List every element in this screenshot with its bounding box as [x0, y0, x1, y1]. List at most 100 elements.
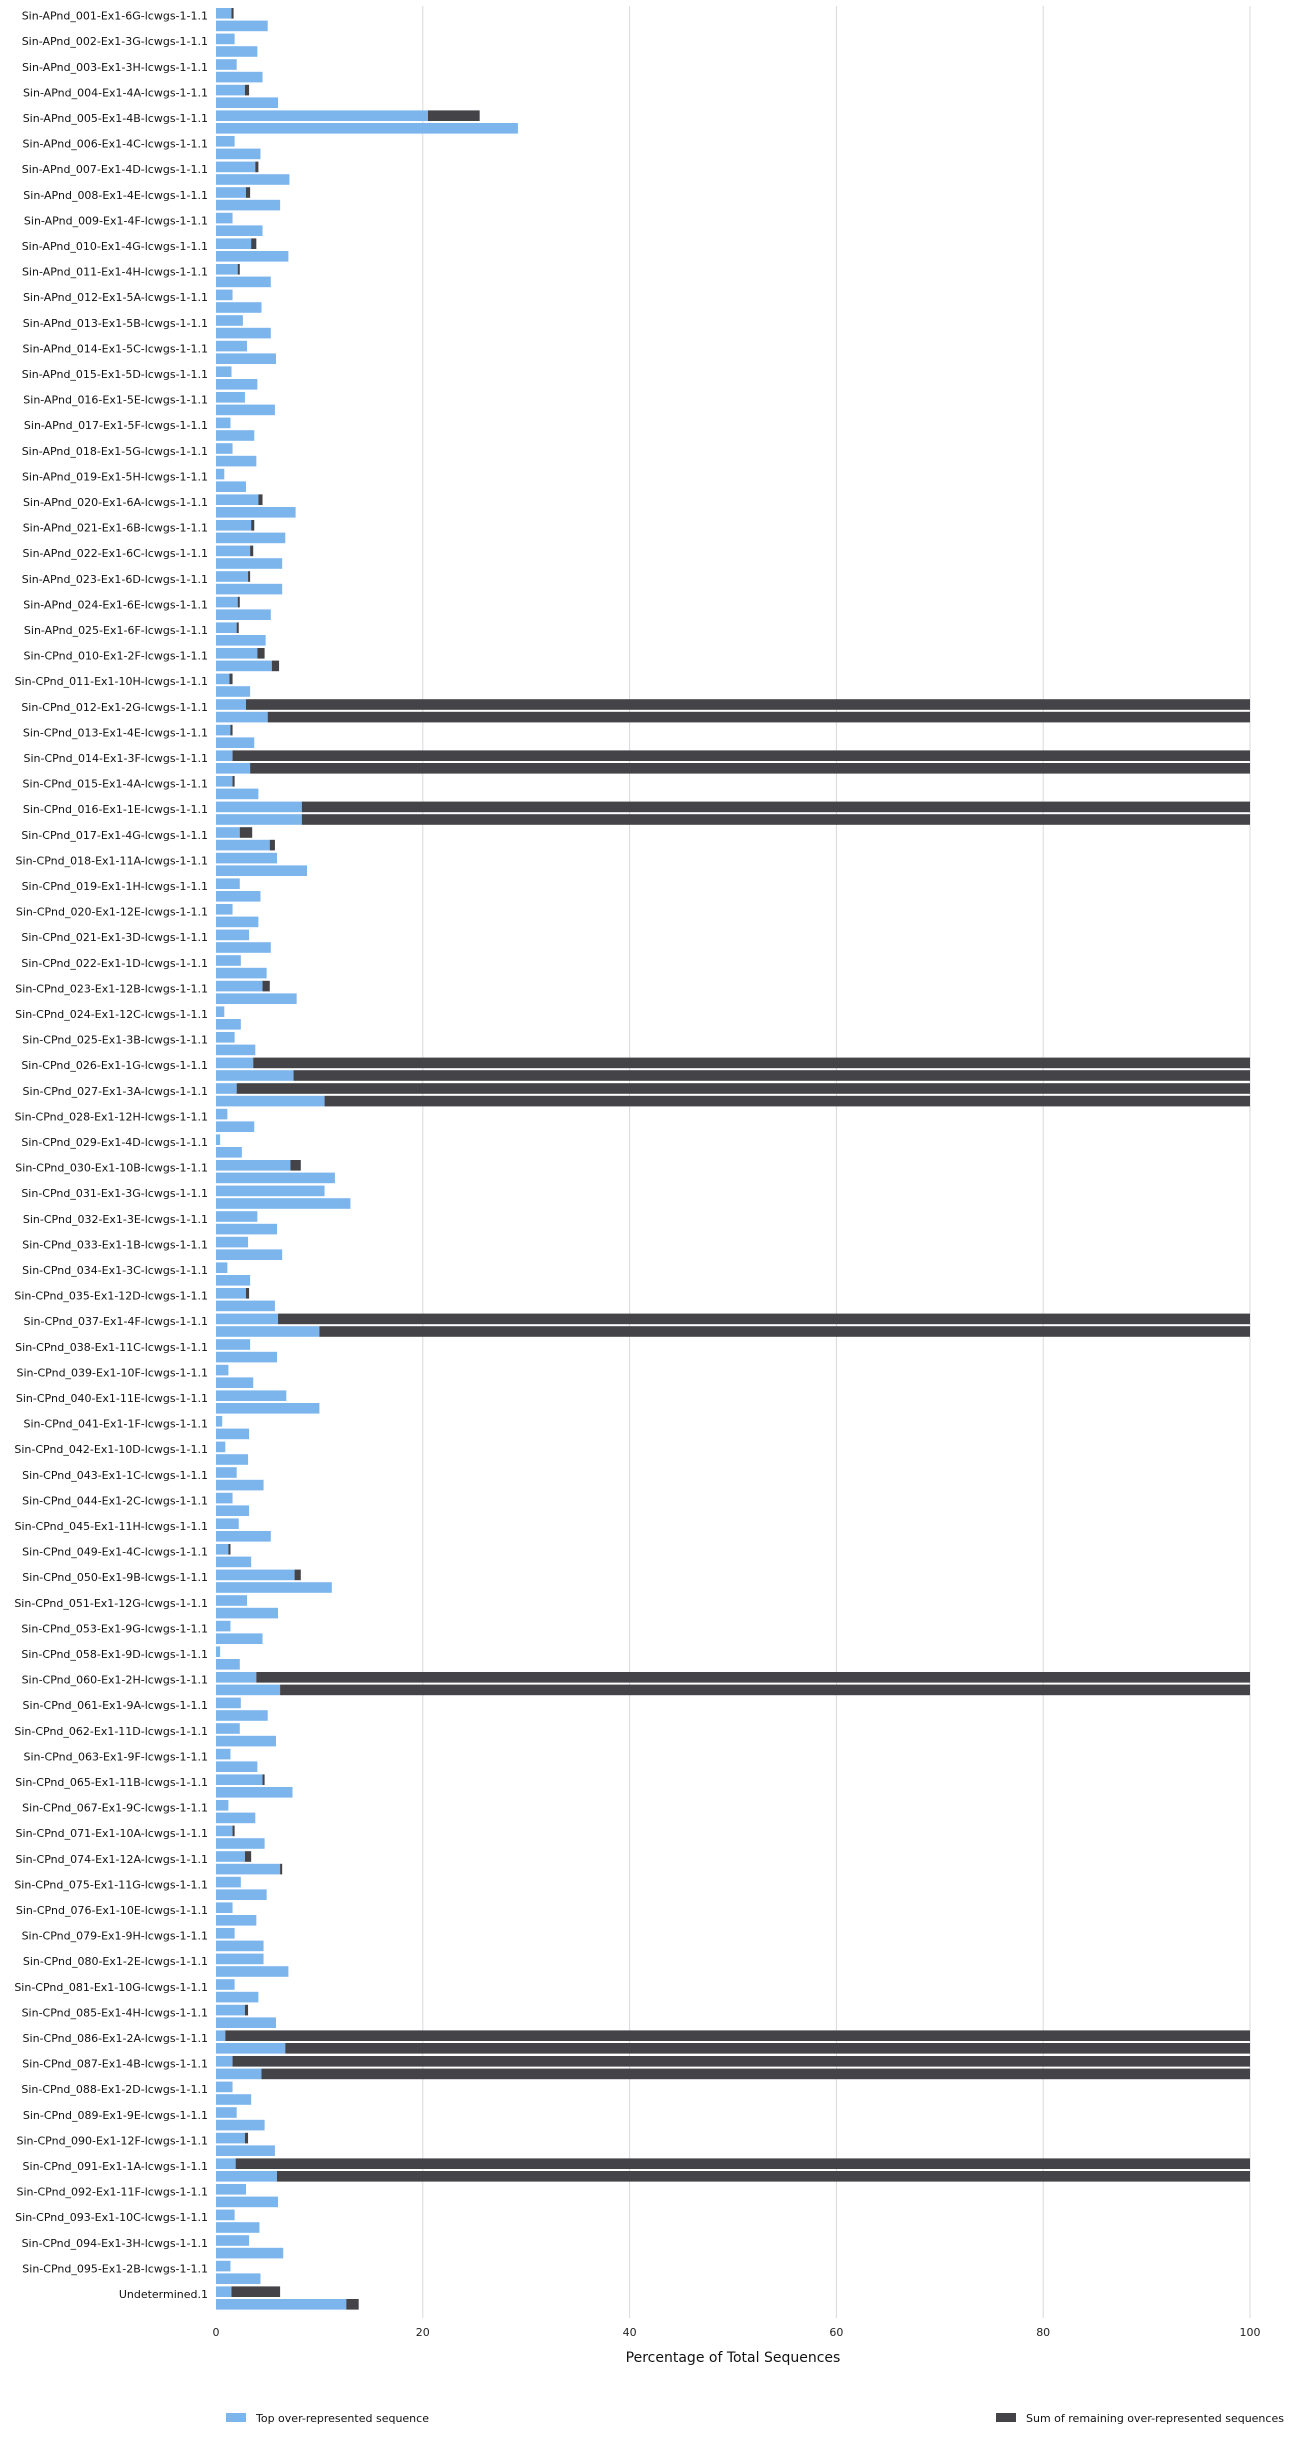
- bar-top-46-1: [216, 1198, 351, 1209]
- bar-remaining-32-0: [239, 827, 253, 838]
- bar-top-59-0: [216, 1518, 239, 1529]
- bar-top-88-0: [216, 2260, 231, 2272]
- bar-top-0-1: [216, 20, 268, 32]
- bar-top-77-1: [216, 1991, 259, 2003]
- category-label: Sin-CPnd_087-Ex1-4B-lcwgs-1-1.1: [22, 2058, 208, 2071]
- bar-top-34-0: [216, 878, 240, 889]
- bar-top-76-1: [216, 1966, 289, 1977]
- bar-top-69-1: [216, 1787, 293, 1798]
- bar-top-45-0: [216, 1160, 291, 1171]
- bar-top-18-1: [216, 481, 246, 492]
- bar-top-20-1: [216, 532, 286, 544]
- bar-top-82-1: [216, 2119, 265, 2131]
- category-label: Sin-CPnd_089-Ex1-9E-lcwgs-1-1.1: [23, 2109, 208, 2122]
- bar-top-10-0: [216, 264, 238, 275]
- category-label: Sin-CPnd_010-Ex1-2F-lcwgs-1-1.1: [24, 650, 209, 663]
- bar-top-54-0: [216, 1390, 287, 1401]
- bar-top-30-0: [216, 776, 233, 787]
- category-label: Sin-CPnd_016-Ex1-1E-lcwgs-1-1.1: [23, 803, 208, 816]
- category-label: Sin-CPnd_011-Ex1-10H-lcwgs-1-1.1: [15, 675, 208, 688]
- category-label: Sin-CPnd_058-Ex1-9D-lcwgs-1-1.1: [21, 1648, 208, 1661]
- category-label: Sin-CPnd_042-Ex1-10D-lcwgs-1-1.1: [14, 1443, 208, 1456]
- category-label: Sin-CPnd_061-Ex1-9A-lcwgs-1-1.1: [23, 1699, 208, 1712]
- bar-top-80-1: [216, 2068, 262, 2080]
- bar-top-13-0: [216, 340, 248, 352]
- category-label: Sin-APnd_023-Ex1-6D-lcwgs-1-1.1: [22, 573, 208, 586]
- bar-remaining-50-0: [245, 1288, 250, 1299]
- category-label: Sin-CPnd_051-Ex1-12G-lcwgs-1-1.1: [14, 1597, 208, 1610]
- bar-top-41-1: [216, 1070, 294, 1081]
- bar-top-44-0: [216, 1134, 221, 1145]
- bar-top-28-0: [216, 724, 231, 736]
- category-label: Sin-CPnd_060-Ex1-2H-lcwgs-1-1.1: [22, 1674, 208, 1687]
- bar-remaining-80-1: [261, 2068, 1251, 2080]
- bar-remaining-89-1: [346, 2299, 359, 2310]
- bar-remaining-80-0: [232, 2056, 1250, 2067]
- category-label: Sin-CPnd_049-Ex1-4C-lcwgs-1-1.1: [22, 1546, 208, 1559]
- category-label: Sin-CPnd_030-Ex1-10B-lcwgs-1-1.1: [15, 1162, 208, 1175]
- category-label: Sin-CPnd_017-Ex1-4G-lcwgs-1-1.1: [21, 829, 208, 842]
- category-label: Sin-CPnd_044-Ex1-2C-lcwgs-1-1.1: [22, 1494, 208, 1507]
- bar-top-3-0: [216, 84, 245, 96]
- category-label: Sin-CPnd_043-Ex1-1C-lcwgs-1-1.1: [22, 1469, 208, 1482]
- bar-top-61-1: [216, 1582, 332, 1593]
- bar-top-66-0: [216, 1697, 241, 1709]
- bar-top-4-1: [216, 123, 518, 134]
- category-label: Sin-CPnd_090-Ex1-12F-lcwgs-1-1.1: [17, 2134, 209, 2147]
- category-label: Sin-CPnd_065-Ex1-11B-lcwgs-1-1.1: [15, 1776, 208, 1789]
- bar-top-55-1: [216, 1428, 250, 1440]
- category-label: Sin-CPnd_040-Ex1-11E-lcwgs-1-1.1: [16, 1392, 208, 1405]
- bar-top-22-0: [216, 571, 249, 582]
- bar-top-44-1: [216, 1147, 242, 1158]
- category-label: Sin-CPnd_025-Ex1-3B-lcwgs-1-1.1: [22, 1034, 208, 1047]
- bar-top-12-0: [216, 315, 243, 326]
- bar-remaining-45-0: [290, 1160, 301, 1171]
- category-label: Sin-APnd_018-Ex1-5G-lcwgs-1-1.1: [22, 445, 208, 458]
- category-label: Sin-CPnd_092-Ex1-11F-lcwgs-1-1.1: [17, 2186, 209, 2199]
- category-label: Sin-APnd_015-Ex1-5D-lcwgs-1-1.1: [22, 368, 208, 381]
- category-label: Sin-CPnd_074-Ex1-12A-lcwgs-1-1.1: [16, 1853, 208, 1866]
- bar-top-14-0: [216, 366, 232, 377]
- bar-top-53-1: [216, 1377, 254, 1388]
- category-label: Sin-CPnd_050-Ex1-9B-lcwgs-1-1.1: [22, 1571, 208, 1584]
- x-tick-label-60: 60: [829, 2326, 843, 2339]
- bar-top-79-0: [216, 2030, 226, 2041]
- bar-remaining-26-0: [229, 673, 233, 685]
- bar-top-30-1: [216, 788, 259, 800]
- bar-top-9-1: [216, 251, 289, 262]
- category-label: Sin-CPnd_041-Ex1-1F-lcwgs-1-1.1: [24, 1418, 209, 1431]
- x-axis-title: Percentage of Total Sequences: [626, 2350, 841, 2366]
- bar-remaining-23-0: [237, 596, 240, 608]
- bar-top-35-1: [216, 916, 259, 928]
- bar-top-1-1: [216, 46, 258, 57]
- category-label: Sin-CPnd_085-Ex1-4H-lcwgs-1-1.1: [22, 2006, 208, 2019]
- category-label: Sin-CPnd_080-Ex1-2E-lcwgs-1-1.1: [23, 1955, 208, 1968]
- bar-top-43-1: [216, 1121, 255, 1132]
- bar-top-5-0: [216, 136, 235, 147]
- bar-top-6-1: [216, 174, 290, 185]
- bar-top-28-1: [216, 737, 255, 748]
- bar-top-31-0: [216, 801, 302, 813]
- bar-remaining-31-0: [301, 801, 1250, 813]
- bar-remaining-32-1: [269, 839, 275, 851]
- bar-top-50-0: [216, 1288, 246, 1299]
- bar-top-15-1: [216, 404, 275, 416]
- category-label: Sin-CPnd_086-Ex1-2A-lcwgs-1-1.1: [23, 2032, 208, 2045]
- bar-remaining-83-0: [244, 2132, 249, 2144]
- category-label: Sin-CPnd_027-Ex1-3A-lcwgs-1-1.1: [23, 1085, 208, 1098]
- bar-top-74-0: [216, 1902, 233, 1913]
- bar-top-85-1: [216, 2196, 279, 2208]
- bar-top-71-0: [216, 1825, 233, 1837]
- bar-top-89-0: [216, 2286, 232, 2297]
- x-tick-label-20: 20: [416, 2326, 430, 2339]
- bar-top-72-1: [216, 1863, 281, 1875]
- bar-remaining-71-0: [232, 1825, 235, 1837]
- bar-top-18-0: [216, 468, 225, 480]
- bar-top-47-0: [216, 1211, 258, 1222]
- category-label: Sin-APnd_010-Ex1-4G-lcwgs-1-1.1: [22, 240, 208, 253]
- bar-top-23-1: [216, 609, 271, 620]
- bar-top-51-0: [216, 1313, 279, 1325]
- bar-top-55-0: [216, 1416, 223, 1427]
- category-label: Sin-APnd_007-Ex1-4D-lcwgs-1-1.1: [22, 163, 208, 176]
- bar-top-21-1: [216, 558, 283, 569]
